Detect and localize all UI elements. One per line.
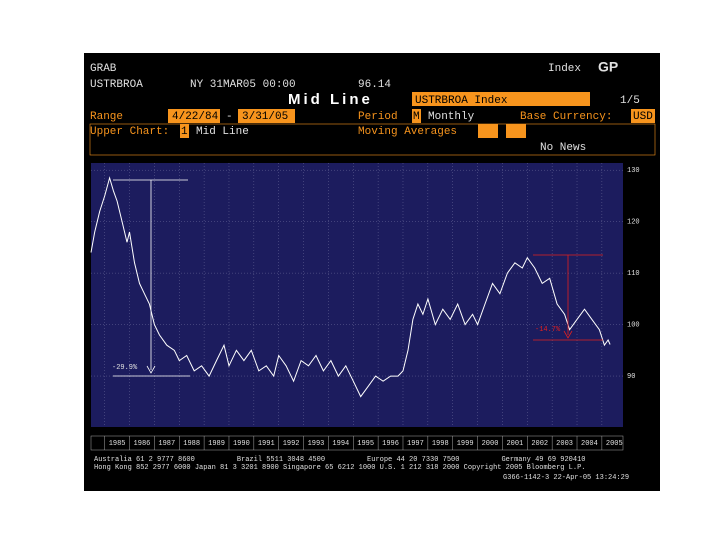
x-tick-label: 1987: [158, 440, 175, 448]
x-tick-label: 1994: [332, 440, 349, 448]
range-separator: -: [226, 111, 233, 123]
x-tick-label: 1996: [382, 440, 399, 448]
news: No News: [540, 142, 586, 154]
security-type: Index: [548, 63, 581, 75]
footer-line: Hong Kong 852 2977 6000 Japan 81 3 3201 …: [94, 464, 585, 472]
upper-chart-box[interactable]: [180, 124, 189, 138]
x-tick-label: 1995: [357, 440, 374, 448]
last-price: 96.14: [358, 79, 391, 91]
period: Monthly: [428, 111, 475, 123]
moving-average-box[interactable]: [478, 124, 498, 138]
x-tick-label: 1989: [208, 440, 225, 448]
range-start-box[interactable]: [168, 109, 220, 123]
plot-area: [91, 163, 623, 427]
security-box: [412, 92, 590, 106]
range-label: Range: [90, 111, 123, 123]
chart: 90 100 110 120 130 1985 1986 1987 1988 1989 1990 19…: [90, 163, 640, 451]
upper-chart-number: 1: [181, 126, 188, 138]
currency-label: Base Currency:: [520, 111, 612, 123]
x-tick-label: 1997: [407, 440, 424, 448]
x-tick-label: 2004: [581, 440, 598, 448]
upper-chart-name: Mid Line: [196, 126, 249, 138]
x-tick-label: 1985: [109, 440, 126, 448]
security: USTRBROA Index: [415, 95, 508, 107]
annotation-label: -14.7%: [535, 326, 561, 334]
y-tick-label: 130: [627, 167, 640, 175]
period-label: Period: [358, 111, 398, 123]
price-line: [90, 176, 611, 398]
annotation-lines: [533, 254, 603, 341]
page: 1/5: [620, 95, 640, 107]
x-tick-label: 2000: [482, 440, 499, 448]
currency-box[interactable]: [631, 109, 655, 123]
range-end-box[interactable]: [238, 109, 295, 123]
settings-frame: [89, 123, 656, 156]
y-tick-label: 120: [627, 219, 640, 227]
period-code-box[interactable]: [412, 109, 421, 123]
x-tick-label: 1990: [233, 440, 250, 448]
annotation-lines: [113, 179, 190, 377]
x-tick-label: 1993: [308, 440, 325, 448]
upper-chart-label: Upper Chart:: [90, 126, 169, 138]
footer-line: G366-1142-3 22-Apr-05 13:24:29: [503, 474, 629, 482]
range-end: 3/31/05: [242, 111, 288, 123]
x-tick-label: 2003: [556, 440, 573, 448]
x-tick-label: 2001: [506, 440, 523, 448]
x-tick-label: 1999: [457, 440, 474, 448]
x-tick-label: 1991: [258, 440, 275, 448]
function-code: GP: [598, 59, 618, 75]
function: GRAB: [90, 63, 117, 75]
x-tick-label: 1988: [183, 440, 200, 448]
ticker: USTRBROA: [90, 79, 143, 91]
x-tick-label: 2005: [606, 440, 623, 448]
year-row: [90, 435, 624, 451]
y-tick-label: 90: [627, 373, 635, 381]
x-tick-label: 1992: [283, 440, 300, 448]
range-start: 4/22/84: [172, 111, 219, 123]
currency: USD: [633, 111, 653, 123]
annotation-label: -29.9%: [112, 364, 138, 372]
chart-name: Mid Line: [288, 91, 373, 108]
x-tick-label: 1986: [134, 440, 151, 448]
moving-averages-label: Moving Averages: [358, 126, 457, 138]
moving-average-box[interactable]: [506, 124, 526, 138]
period-code: M: [413, 111, 420, 123]
y-tick-label: 100: [627, 321, 640, 329]
x-tick-label: 1998: [432, 440, 449, 448]
x-tick-label: 2002: [531, 440, 548, 448]
footer-line: Australia 61 2 9777 8600 Brazil 5511 304…: [94, 456, 585, 464]
timestamp: NY 31MAR05 00:00: [190, 79, 296, 91]
y-tick-label: 110: [627, 270, 640, 278]
